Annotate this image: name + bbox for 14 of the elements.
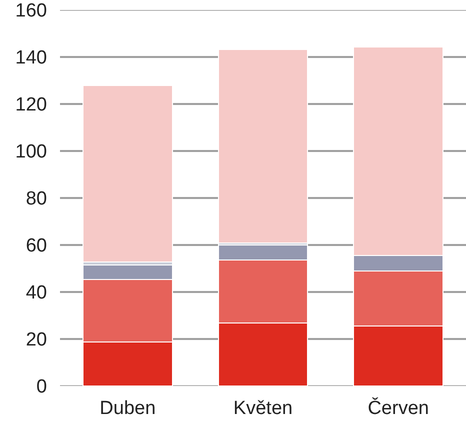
- y-tick-label: 20: [26, 330, 47, 351]
- y-tick-label: 100: [15, 142, 47, 163]
- y-tick-label: 140: [15, 48, 47, 69]
- y-tick-label: 0: [36, 376, 47, 398]
- x-tick-label: Červen: [368, 397, 429, 419]
- y-tick-label: 40: [26, 282, 47, 304]
- bar: [82, 84, 173, 263]
- y-tick-label: 80: [26, 188, 47, 210]
- x-tick-label: Květen: [233, 398, 293, 419]
- bar: [218, 48, 308, 244]
- y-tick-label: 160: [15, 0, 47, 22]
- x-tick-label: Duben: [100, 398, 156, 419]
- y-tick-label: 60: [26, 236, 47, 257]
- y-tick-label: 120: [15, 94, 47, 116]
